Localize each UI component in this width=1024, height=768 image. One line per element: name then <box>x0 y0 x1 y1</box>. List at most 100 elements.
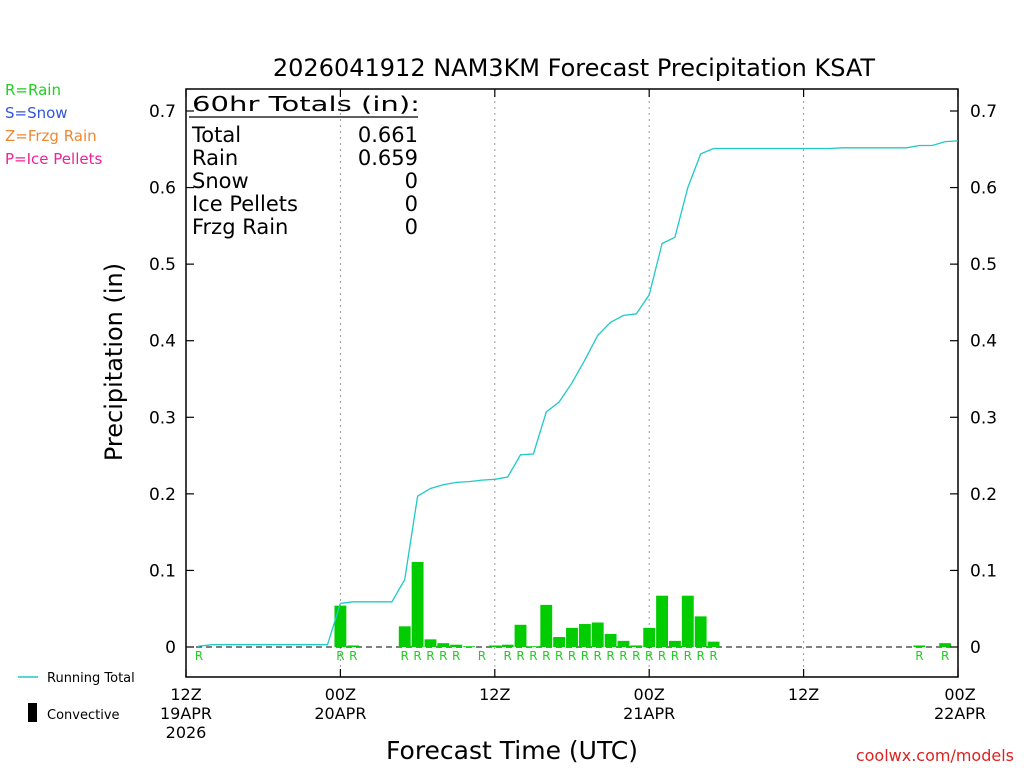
precip-bar <box>553 637 566 647</box>
precip-type-mark: R <box>542 649 550 663</box>
precip-bar <box>514 624 527 647</box>
x-tick-label: 20APR <box>314 704 366 723</box>
precip-type-mark: R <box>452 649 460 663</box>
totals-ice-pellets-value: 0 <box>405 192 418 216</box>
y-tick-label-right: 0.1 <box>970 561 997 581</box>
precip-bar <box>630 645 643 647</box>
precip-type-mark: R <box>349 649 357 663</box>
precip-bar <box>707 641 720 647</box>
precip-bar <box>939 643 952 647</box>
precip-type-mark: R <box>606 649 614 663</box>
running-total-line <box>198 140 959 647</box>
precip-bar <box>694 616 707 647</box>
precip-type-mark: R <box>426 649 434 663</box>
precip-type-mark: R <box>195 649 203 663</box>
precip-bar <box>450 644 463 647</box>
precip-bar <box>501 644 514 647</box>
legend-convective: Convective <box>47 708 120 723</box>
y-tick-label-right: 0.3 <box>970 408 997 428</box>
y-tick-label-left: 0.2 <box>149 485 176 505</box>
totals-header: 60hr Totals (in): <box>192 92 420 116</box>
precip-bar <box>591 622 604 647</box>
precip-bar <box>540 604 553 647</box>
y-tick-label-left: 0.1 <box>149 561 176 581</box>
y-tick-label-left: 0.4 <box>149 332 176 352</box>
x-tick-label: 12Z <box>479 685 510 704</box>
precip-bar <box>656 595 668 647</box>
precip-type-mark: R <box>658 649 666 663</box>
y-tick-label-left: 0.5 <box>149 255 176 275</box>
y-tick-label-right: 0.6 <box>970 179 997 199</box>
precip-type-mark: R <box>568 649 576 663</box>
precip-bar <box>398 626 411 647</box>
legend-ice-pellets: P=Ice Pellets <box>5 150 102 168</box>
totals-frzg-rain-label: Frzg Rain <box>192 215 288 239</box>
precip-bar <box>913 645 926 647</box>
y-tick-label-left: 0.3 <box>149 408 176 428</box>
precip-bar <box>604 633 617 647</box>
legend-snow: S=Snow <box>5 104 68 122</box>
x-tick-label: 00Z <box>944 685 975 704</box>
precip-type-mark: R <box>696 649 704 663</box>
precip-type-mark: R <box>413 649 421 663</box>
precip-type-mark: R <box>439 649 447 663</box>
totals-frzg-rain-value: 0 <box>405 215 418 239</box>
totals-total-value: 0.661 <box>358 123 418 147</box>
totals-snow-value: 0 <box>405 169 418 193</box>
y-tick-label-left: 0.6 <box>149 179 176 199</box>
totals-rain-value: 0.659 <box>358 146 418 170</box>
running-total-layer <box>198 140 959 647</box>
precip-type-mark: R <box>555 649 563 663</box>
y-tick-label-right: 0.2 <box>970 485 997 505</box>
axis-ticks: 0 00.1 0.10.2 0.20.3 0.30.4 0.40.5 0.50.6 0.60.… <box>149 89 997 742</box>
precip-bar <box>437 643 450 647</box>
precip-type-mark: R <box>645 649 653 663</box>
legend-frzg-rain: Z=Frzg Rain <box>5 127 97 145</box>
y-axis-label: Precipitation (in) <box>100 263 128 461</box>
y-tick-label-right: 0.4 <box>970 332 997 352</box>
plot-frame <box>185 88 959 678</box>
precip-type-mark: R <box>684 649 692 663</box>
legend-running-total: Running Total <box>47 671 135 686</box>
y-tick-label-right: 0.7 <box>970 102 997 122</box>
precip-bars <box>334 562 952 648</box>
x-axis-label: Forecast Time (UTC) <box>386 736 638 765</box>
x-tick-label: 21APR <box>623 704 675 723</box>
x-tick-label: 12Z <box>788 685 819 704</box>
precip-type-mark: R <box>619 649 627 663</box>
precip-bar <box>578 624 591 647</box>
precip-bar <box>643 627 656 647</box>
chart-title: 2026041912 NAM3KM Forecast Precipitation… <box>273 54 876 82</box>
totals-box: 60hr Totals (in): Total 0.661 Rain 0.659… <box>189 92 420 239</box>
precip-type-mark: R <box>516 649 524 663</box>
y-tick-label-left: 0 <box>165 638 176 658</box>
precip-bar <box>669 640 681 647</box>
precip-bar <box>347 645 360 647</box>
watermark: coolwx.com/models <box>856 746 1014 765</box>
y-tick-label-right: 0 <box>970 638 981 658</box>
precip-type-mark: R <box>478 649 486 663</box>
x-tick-label: 22APR <box>934 704 986 723</box>
x-tick-label: 12Z <box>170 685 201 704</box>
precip-type-mark: R <box>336 649 344 663</box>
precip-bar <box>566 627 578 647</box>
precip-bar <box>681 595 694 647</box>
legend-convective-swatch <box>28 703 37 722</box>
legend-rain: R=Rain <box>5 81 61 99</box>
x-tick-label: 00Z <box>634 685 665 704</box>
x-tick-label: 2026 <box>166 723 207 742</box>
x-tick-label: 19APR <box>160 704 212 723</box>
precip-type-mark: R <box>671 649 679 663</box>
precip-bar <box>527 646 540 648</box>
totals-total-label: Total <box>191 123 241 147</box>
totals-ice-pellets-label: Ice Pellets <box>192 192 298 216</box>
precip-type-mark: R <box>632 649 640 663</box>
precip-type-mark: R <box>709 649 717 663</box>
precip-type-mark: R <box>529 649 537 663</box>
precip-bar <box>488 645 501 647</box>
precip-type-mark: R <box>503 649 511 663</box>
precip-type-mark: R <box>401 649 409 663</box>
x-tick-label: 00Z <box>325 685 356 704</box>
